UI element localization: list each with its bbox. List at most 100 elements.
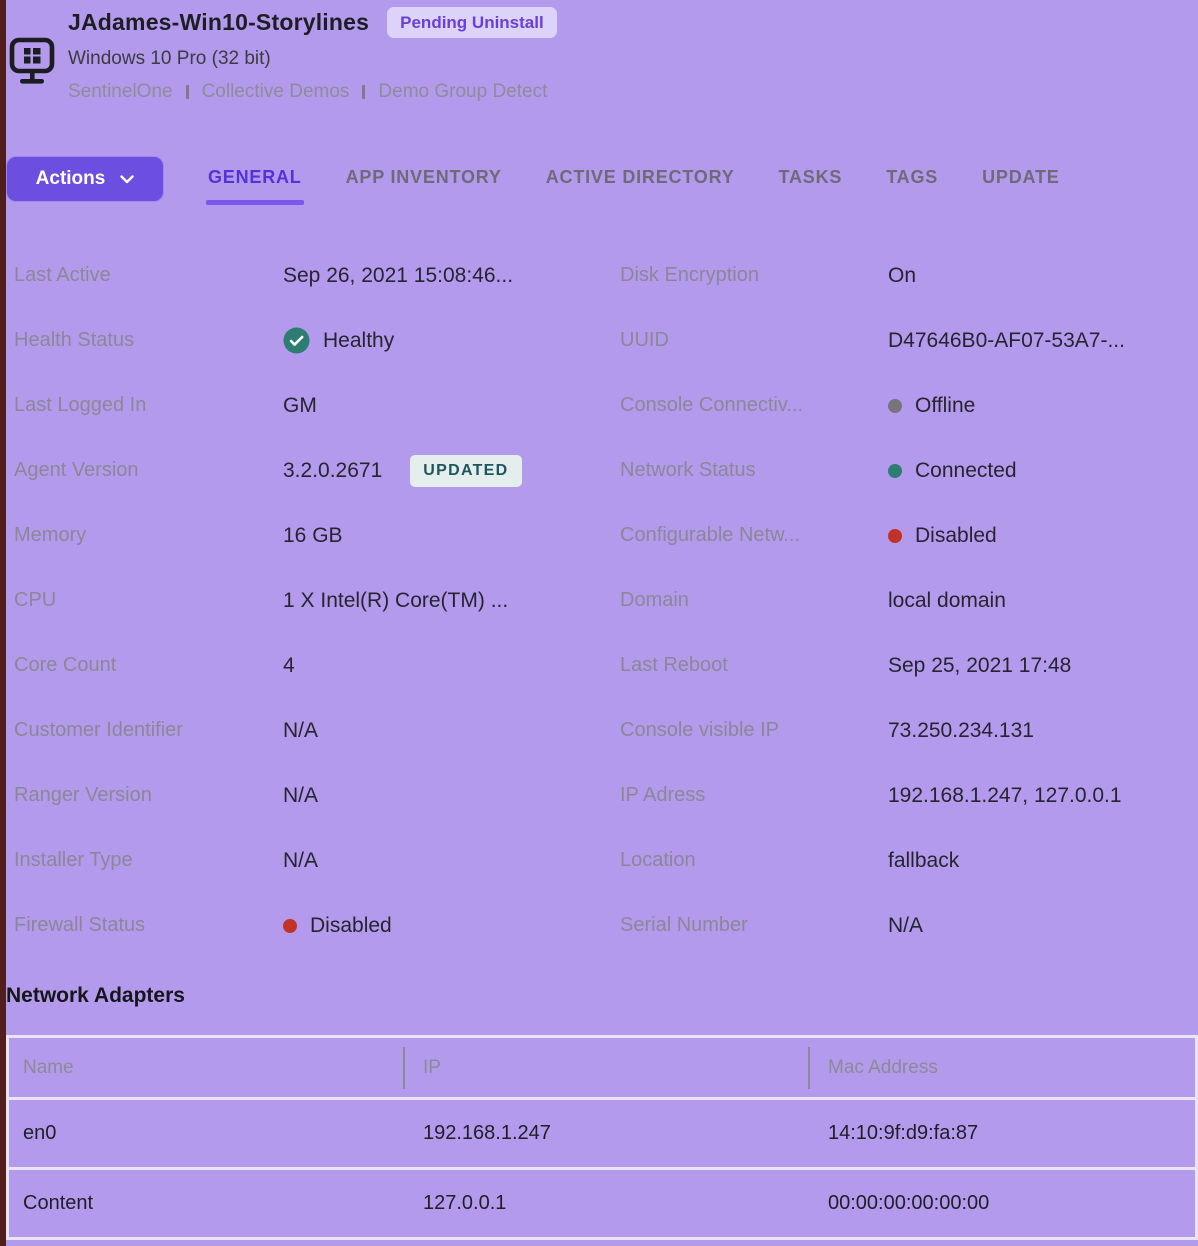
detail-value: Disabled [283,914,392,938]
detail-row-console-visible-ip: Console visible IP 73.250.234.131 [603,698,1198,763]
detail-value-text: Offline [915,393,976,417]
detail-value-text: fallback [888,848,960,872]
detail-value-text: 16 GB [283,523,343,547]
detail-value-text: Connected [915,458,1017,482]
chevron-down-icon [120,174,135,183]
detail-value-text: Disabled [310,913,392,937]
network-adapters-table: Name IP Mac Address en0 192.168.1.247 14:10:… [6,1035,1198,1240]
tab-app-inventory[interactable]: APP INVENTORY [345,167,502,187]
breadcrumb-subgroup[interactable]: Demo Group Detect [378,81,548,102]
detail-value: Offline [888,394,975,418]
status-dot-icon [888,528,902,543]
column-header-ip: IP [403,1038,808,1097]
detail-label: Agent Version [14,459,139,481]
detail-row-configurable-netw: Configurable Netw... Disabled [603,503,1198,568]
detail-row-last-active: Last Active Sep 26, 2021 15:08:46... [0,243,603,308]
status-dot-icon [283,918,297,933]
table-cell: 00:00:00:00:00:00 [828,1192,990,1214]
detail-value-text: 73.250.234.131 [888,718,1034,742]
detail-value-text: local domain [888,588,1006,612]
actions-button[interactable]: Actions [6,156,164,202]
detail-row-last-logged-in: Last Logged In GM [0,373,603,438]
check-circle-icon [283,327,310,354]
detail-value-text: 3.2.0.2671 [283,458,383,482]
tab-tasks[interactable]: TASKS [778,167,843,187]
detail-value-text: GM [283,393,317,417]
detail-value: fallback [888,849,959,873]
detail-value: N/A [283,849,318,873]
status-badge: Pending Uninstall [387,7,557,38]
detail-value-text: Sep 25, 2021 17:48 [888,653,1072,677]
column-header-label: IP [423,1056,441,1078]
detail-row-ip-adress: IP Adress 192.168.1.247, 127.0.0.1 [603,763,1198,828]
detail-label: Customer Identifier [14,719,183,741]
detail-row-health-status: Health Status Healthy [0,308,603,373]
detail-label: Serial Number [620,914,748,936]
detail-label: Memory [14,524,87,546]
detail-row-installer-type: Installer Type N/A [0,828,603,893]
table-header-row: Name IP Mac Address [9,1038,1195,1097]
detail-label: Location [620,849,696,871]
detail-value: 192.168.1.247, 127.0.0.1 [888,784,1122,808]
detail-label: IP Adress [620,784,706,806]
table-row-en0: en0 192.168.1.247 14:10:9f:d9:fa:87 [9,1097,1195,1167]
detail-value: On [888,264,916,288]
detail-value: Disabled [888,524,997,548]
detail-value-text: N/A [283,848,319,872]
detail-row-memory: Memory 16 GB [0,503,603,568]
tab-general[interactable]: GENERAL [206,158,304,205]
detail-value-text: Healthy [323,328,395,352]
windows-monitor-icon [9,36,55,93]
table-cell: 127.0.0.1 [423,1192,507,1214]
detail-value-text: N/A [283,783,319,807]
detail-label: Firewall Status [14,914,146,936]
detail-value-text: D47646B0-AF07-53A7-... [888,328,1125,352]
detail-row-agent-version: Agent Version 3.2.0.2671 UPDATED [0,438,603,503]
table-cell: Content [23,1192,94,1214]
detail-value: Sep 25, 2021 17:48 [888,654,1071,678]
detail-value: N/A [888,914,923,938]
detail-label: Last Logged In [14,394,147,416]
page-title: JAdames-Win10-Storylines [68,9,370,35]
column-header-label: Mac Address [828,1056,938,1078]
detail-value: 16 GB [283,524,343,548]
details-column-right: Disk Encryption On UUID D47646B0-AF07-53A7-… [603,243,1198,958]
tab-bar: GENERAL APP INVENTORY ACTIVE DIRECTORY TASK… [206,158,1060,205]
tab-update[interactable]: UPDATE [982,167,1060,187]
breadcrumb-group[interactable]: Collective Demos [201,81,350,102]
detail-row-core-count: Core Count 4 [0,633,603,698]
breadcrumb: SentinelOne Collective Demos Demo Group … [68,81,557,103]
updated-badge: UPDATED [410,454,522,487]
detail-value: D47646B0-AF07-53A7-... [888,329,1125,353]
toolbar: Actions GENERAL APP INVENTORY ACTIVE DIREC… [6,156,1060,205]
detail-value: N/A [283,719,318,743]
details-grid: Last Active Sep 26, 2021 15:08:46... Healt… [0,243,1198,958]
column-header-mac-address: Mac Address [808,1038,1195,1097]
detail-value-text: 4 [283,653,295,677]
tab-tags[interactable]: TAGS [886,167,939,187]
detail-row-firewall-status: Firewall Status Disabled [0,893,603,958]
detail-row-uuid: UUID D47646B0-AF07-53A7-... [603,308,1198,373]
table-body: en0 192.168.1.247 14:10:9f:d9:fa:87 Content… [9,1097,1195,1237]
detail-value-text: N/A [888,913,924,937]
breadcrumb-separator [185,85,189,99]
detail-label: UUID [620,329,669,351]
detail-value: 4 [283,654,295,678]
detail-label: Last Active [14,264,111,286]
detail-label: Installer Type [14,849,133,871]
tab-active-directory[interactable]: ACTIVE DIRECTORY [545,167,735,187]
detail-value-text: Disabled [915,523,997,547]
detail-row-serial-number: Serial Number N/A [603,893,1198,958]
detail-value: Connected [888,459,1017,483]
detail-label: Console visible IP [620,719,779,741]
detail-label: Ranger Version [14,784,152,806]
breadcrumb-site[interactable]: SentinelOne [68,81,173,102]
detail-row-domain: Domain local domain [603,568,1198,633]
detail-value-text: 192.168.1.247, 127.0.0.1 [888,783,1122,807]
detail-row-customer-identifier: Customer Identifier N/A [0,698,603,763]
detail-label: Domain [620,589,689,611]
detail-label: CPU [14,589,57,611]
column-divider [403,1046,405,1089]
detail-row-location: Location fallback [603,828,1198,893]
detail-label: Console Connectiv... [620,394,804,416]
